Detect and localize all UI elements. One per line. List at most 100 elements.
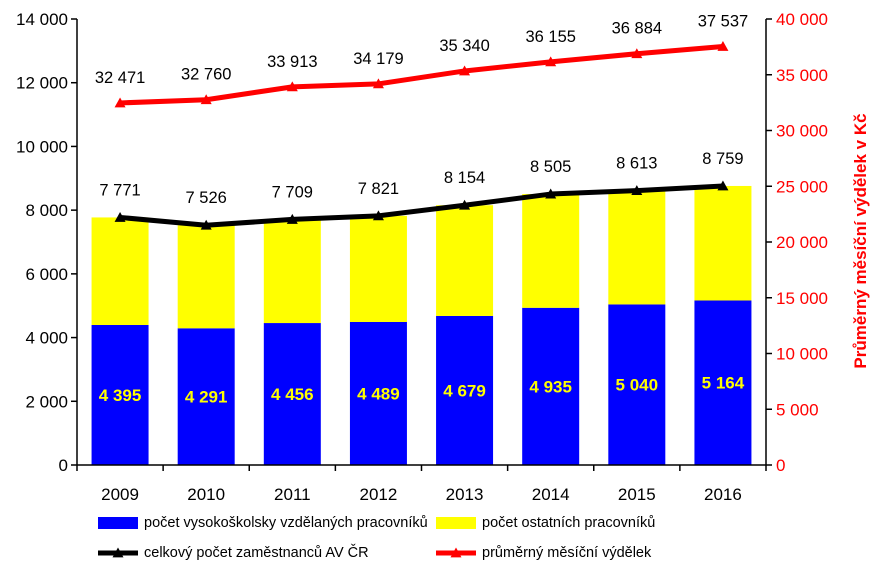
bar-other-2012: [349, 215, 407, 322]
line-average-wage-marker-2011: [286, 81, 298, 92]
bar-university-2010: [177, 328, 235, 465]
bar-other-2013: [436, 205, 494, 316]
total-value-label: 8 154: [444, 169, 485, 187]
wage-value-label: 32 471: [95, 69, 145, 87]
x-tick-label: 2012: [360, 485, 398, 504]
line-average-wage-marker-2010: [200, 94, 212, 105]
x-tick-label: 2014: [532, 485, 570, 504]
y2-tick-label: 35 000: [776, 66, 828, 85]
bar-other-2016: [694, 185, 752, 301]
wage-value-label: 36 884: [612, 20, 662, 38]
legend-label: počet vysokoškolsky vzdělaných pracovník…: [144, 515, 428, 531]
y2-tick-label: 40 000: [776, 10, 828, 29]
line-total-staff-marker-2013: [459, 199, 471, 210]
line-average-wage-marker-2014: [545, 56, 557, 67]
y2-tick-label: 10 000: [776, 345, 828, 364]
legend-label: celkový počet zaměstnanců AV ČR: [144, 544, 369, 561]
line-total-staff-marker-2014: [545, 188, 557, 199]
line-total-staff-marker-2015: [631, 185, 643, 196]
line-total-staff-marker-2009: [114, 211, 126, 222]
y2-axis-title: Průměrný měsíční výdělek v Kč: [851, 113, 870, 368]
y-tick-label: 14 000: [16, 10, 68, 29]
data-label-group: 4 395 4 291 4 456 4 489 4 679 4 935 5 040 5 164…: [95, 12, 748, 406]
bar-other-2010: [177, 225, 235, 329]
bar-university-2009: [91, 324, 149, 465]
bar-other-2011: [263, 219, 321, 324]
total-value-label: 7 821: [358, 180, 399, 198]
wage-value-label: 37 537: [698, 12, 748, 30]
wage-value-label: 35 340: [439, 37, 489, 55]
bar-university-2014: [522, 307, 580, 465]
y-tick-label: 12 000: [16, 74, 68, 93]
bar-other-2014: [522, 194, 580, 308]
bar-value-label: 4 291: [185, 388, 228, 407]
y-tick-label: 2 000: [25, 392, 68, 411]
x-tick-label: 2009: [101, 485, 139, 504]
bar-value-label: 4 679: [443, 381, 486, 400]
wage-value-label: 36 155: [525, 28, 575, 46]
bar-university-2012: [349, 321, 407, 465]
bar-university-2015: [608, 304, 666, 465]
total-value-label: 7 771: [99, 181, 140, 199]
legend-marker-2: [112, 547, 124, 558]
x-tick-label: 2016: [704, 485, 742, 504]
y-tick-label: 10 000: [16, 137, 68, 156]
y2-tick-label: 20 000: [776, 233, 828, 252]
line-average-wage-marker-2009: [114, 97, 126, 108]
wage-value-label: 34 179: [353, 50, 403, 68]
line-average-wage-marker-2015: [631, 48, 643, 59]
y2-tick-group: 0 5 000 10 000 15 000 20 000 25 000 30 000 35 0…: [766, 10, 828, 475]
y-tick-label: 8 000: [25, 201, 68, 220]
bar-value-label: 5 164: [702, 374, 745, 393]
legend-swatch-1: [436, 517, 476, 529]
bar-group: [91, 185, 752, 465]
bar-other-2015: [608, 190, 666, 305]
x-tick-label: 2010: [187, 485, 225, 504]
line-average-wage: [119, 43, 724, 106]
total-value-label: 8 505: [530, 158, 571, 176]
line-total-staff-marker-2011: [286, 213, 298, 224]
y-tick-group: 0 2 000 4 000 6 000 8 000 10 000 12 000 14 000: [16, 10, 77, 475]
x-tick-label: 2013: [446, 485, 484, 504]
y2-tick-label: 25 000: [776, 177, 828, 196]
total-value-label: 7 526: [186, 189, 227, 207]
line-total-staff-marker-2010: [200, 219, 212, 230]
line-average-wage-marker-2013: [459, 65, 471, 76]
line-total-staff-marker-2016: [717, 180, 729, 191]
y-tick-label: 4 000: [25, 329, 68, 348]
y2-tick-label: 30 000: [776, 122, 828, 141]
y2-tick-label: 15 000: [776, 289, 828, 308]
bar-value-label: 4 935: [529, 377, 572, 396]
total-value-label: 8 613: [616, 155, 657, 173]
bar-value-label: 4 395: [99, 386, 142, 405]
y-tick-label: 0: [59, 456, 68, 475]
legend-marker-3: [450, 547, 462, 558]
y-tick-label: 6 000: [25, 265, 68, 284]
wage-value-label: 32 760: [181, 66, 231, 84]
line-total-staff: [119, 183, 724, 228]
total-value-label: 8 759: [702, 150, 743, 168]
bar-value-label: 4 489: [357, 384, 400, 403]
line-average-wage-marker-2016: [717, 40, 729, 51]
bar-other-2009: [91, 217, 149, 325]
legend-swatch-0: [98, 517, 138, 529]
line-total-staff-marker-2012: [372, 210, 384, 221]
x-tick-label: 2015: [618, 485, 656, 504]
total-value-label: 7 709: [272, 183, 313, 201]
line-group: [114, 40, 729, 230]
bar-university-2013: [436, 315, 494, 465]
legend-label: počet ostatních pracovníků: [482, 515, 655, 531]
bar-university-2016: [694, 300, 752, 465]
bar-value-label: 4 456: [271, 385, 314, 404]
legend-label: průměrný měsíční výdělek: [482, 545, 652, 561]
bar-value-label: 5 040: [616, 376, 659, 395]
line-average-wage-marker-2012: [372, 78, 384, 89]
y2-tick-label: 0: [776, 456, 785, 475]
x-tick-group: 2009 2010 2011 2012 2013 2014 2015 2016: [76, 465, 767, 504]
y2-tick-label: 5 000: [776, 400, 819, 419]
bar-university-2011: [263, 323, 321, 465]
x-tick-label: 2011: [274, 485, 311, 504]
legend: počet vysokoškolsky vzdělaných pracovník…: [98, 515, 655, 561]
wage-value-label: 33 913: [267, 53, 317, 71]
